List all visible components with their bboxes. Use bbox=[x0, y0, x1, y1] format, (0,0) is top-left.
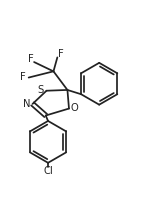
Text: F: F bbox=[58, 49, 64, 59]
Text: N: N bbox=[23, 99, 30, 109]
Text: F: F bbox=[20, 72, 26, 82]
Text: Cl: Cl bbox=[43, 166, 53, 176]
Text: F: F bbox=[28, 54, 34, 64]
Text: S: S bbox=[38, 85, 44, 95]
Text: O: O bbox=[71, 103, 79, 113]
